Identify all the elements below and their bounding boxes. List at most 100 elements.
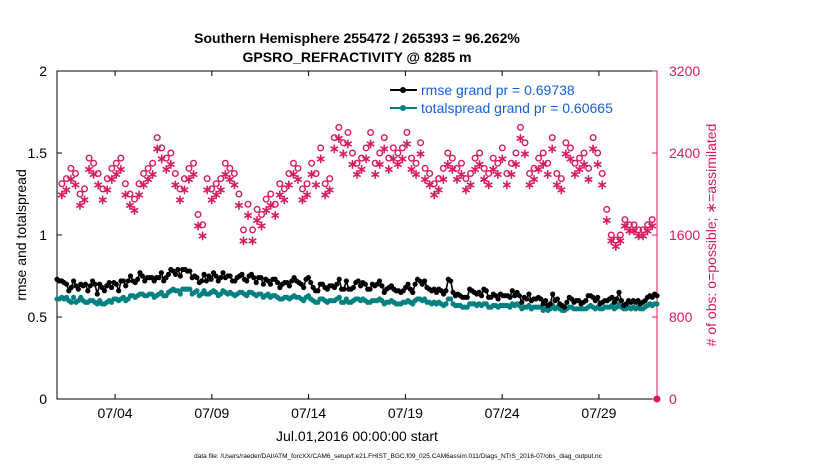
spread-point bbox=[448, 296, 454, 302]
x-axis-label: Jul.01,2016 00:00:00 start bbox=[276, 428, 438, 444]
obs-assimilated-point: ∗ bbox=[347, 156, 358, 171]
obs-possible-point bbox=[589, 134, 597, 142]
rmse-point bbox=[177, 273, 183, 279]
obs-assimilated-point: ∗ bbox=[365, 136, 376, 151]
obs-possible-point bbox=[76, 190, 84, 198]
x-tick-label: 07/14 bbox=[291, 405, 326, 421]
obs-assimilated-point: ∗ bbox=[265, 197, 276, 212]
obs-assimilated-point: ∗ bbox=[542, 167, 553, 182]
obs-assimilated-point: ∗ bbox=[579, 156, 590, 171]
obs-assimilated-point: ∗ bbox=[79, 192, 90, 207]
obs-assimilated-point: ∗ bbox=[274, 187, 285, 202]
rmse-point bbox=[227, 273, 233, 279]
y-right-tick-label: 800 bbox=[669, 309, 693, 325]
y-right-tick-label: 3200 bbox=[669, 63, 700, 79]
obs-assimilated-point: ∗ bbox=[565, 151, 576, 166]
rmse-point bbox=[135, 276, 141, 282]
rmse-point bbox=[367, 286, 373, 292]
obs-assimilated-point: ∗ bbox=[211, 187, 222, 202]
obs-assimilated-point: ∗ bbox=[197, 228, 208, 243]
rmse-point bbox=[410, 289, 416, 295]
rmse-point bbox=[305, 275, 311, 281]
obs-possible-point bbox=[353, 159, 361, 167]
rmse-point bbox=[509, 288, 515, 294]
obs-possible-point bbox=[308, 159, 316, 167]
obs-possible-point bbox=[258, 210, 266, 218]
obs-possible-point bbox=[289, 159, 297, 167]
obs-possible-point bbox=[126, 190, 134, 198]
obs-possible-point bbox=[190, 159, 198, 167]
obs-possible-point bbox=[367, 128, 375, 136]
y-right-tick-label: 2400 bbox=[669, 145, 700, 161]
obs-possible-point bbox=[312, 169, 320, 177]
rmse-point bbox=[443, 288, 449, 294]
y-left-tick-label: 1 bbox=[39, 227, 47, 243]
obs-assimilated-point: ∗ bbox=[184, 172, 195, 187]
rmse-point bbox=[412, 281, 418, 287]
obs-possible-point bbox=[135, 180, 143, 188]
obs-assimilated-point: ∗ bbox=[302, 187, 313, 202]
obs-assimilated-point: ∗ bbox=[556, 182, 567, 197]
rmse-point bbox=[341, 286, 347, 292]
obs-possible-point bbox=[539, 149, 547, 157]
obs-possible-point bbox=[235, 190, 243, 198]
rmse-point bbox=[350, 284, 357, 291]
rmse-point bbox=[523, 296, 530, 302]
rmse-point bbox=[519, 299, 525, 305]
rmse-point bbox=[616, 289, 622, 295]
obs-assimilated-point: ∗ bbox=[465, 177, 476, 192]
y-axis-label-left: rmse and totalspread bbox=[13, 169, 29, 301]
rmse-point bbox=[75, 286, 81, 292]
obs-possible-point bbox=[267, 190, 275, 198]
plot-area bbox=[56, 70, 658, 400]
obs-assimilated-point: ∗ bbox=[479, 172, 490, 187]
obs-possible-point bbox=[639, 226, 647, 234]
obs-possible-point bbox=[516, 123, 524, 131]
obs-assimilated-point: ∗ bbox=[283, 177, 294, 192]
obs-possible-point bbox=[489, 154, 497, 162]
y-axis-label-right: # of obs: o=possible; ∗=assimilated bbox=[703, 124, 719, 347]
rmse-point bbox=[561, 304, 568, 310]
obs-assimilated-point: ∗ bbox=[379, 141, 390, 156]
obs-possible-point bbox=[326, 175, 334, 183]
rmse-point bbox=[478, 293, 485, 299]
rmse-point bbox=[127, 273, 134, 279]
obs-possible-point bbox=[244, 200, 252, 208]
rmse-point bbox=[187, 268, 193, 274]
obs-possible-point bbox=[594, 149, 602, 157]
obs-assimilated-point: ∗ bbox=[492, 167, 503, 182]
obs-possible-point bbox=[507, 159, 515, 167]
obs-possible-point bbox=[535, 154, 543, 162]
obs-assimilated-point: ∗ bbox=[252, 213, 263, 228]
obs-possible-point bbox=[130, 195, 138, 203]
obs-possible-point bbox=[426, 169, 434, 177]
obs-assimilated-point: ∗ bbox=[370, 167, 381, 182]
obs-assimilated-point: ∗ bbox=[306, 167, 317, 182]
rmse-point bbox=[156, 275, 162, 281]
legend-marker-rmse bbox=[400, 87, 406, 93]
rmse-point bbox=[82, 281, 89, 287]
obs-possible-point bbox=[339, 139, 347, 147]
obs-possible-point bbox=[344, 128, 352, 136]
rmse-point bbox=[483, 288, 489, 294]
obs-assimilated-point: ∗ bbox=[174, 192, 185, 207]
obs-assimilated-point: ∗ bbox=[115, 161, 126, 176]
obs-possible-point bbox=[566, 144, 574, 152]
rmse-point bbox=[203, 278, 210, 284]
obs-possible-point bbox=[389, 144, 397, 152]
obs-possible-point bbox=[612, 236, 620, 244]
obs-possible-point bbox=[221, 159, 229, 167]
rmse-point bbox=[218, 275, 224, 281]
obs-assimilated-point: ∗ bbox=[152, 141, 163, 156]
obs-assimilated-point: ∗ bbox=[570, 167, 581, 182]
rmse-point bbox=[101, 288, 108, 294]
x-tick-label: 07/19 bbox=[388, 405, 423, 421]
obs-possible-point bbox=[94, 169, 102, 177]
rmse-point bbox=[85, 288, 91, 294]
rmse-point bbox=[554, 296, 560, 302]
obs-possible-point bbox=[571, 159, 579, 167]
obs-assimilated-point: ∗ bbox=[551, 177, 562, 192]
obs-possible-point bbox=[208, 185, 216, 193]
obs-assimilated-point: ∗ bbox=[161, 161, 172, 176]
